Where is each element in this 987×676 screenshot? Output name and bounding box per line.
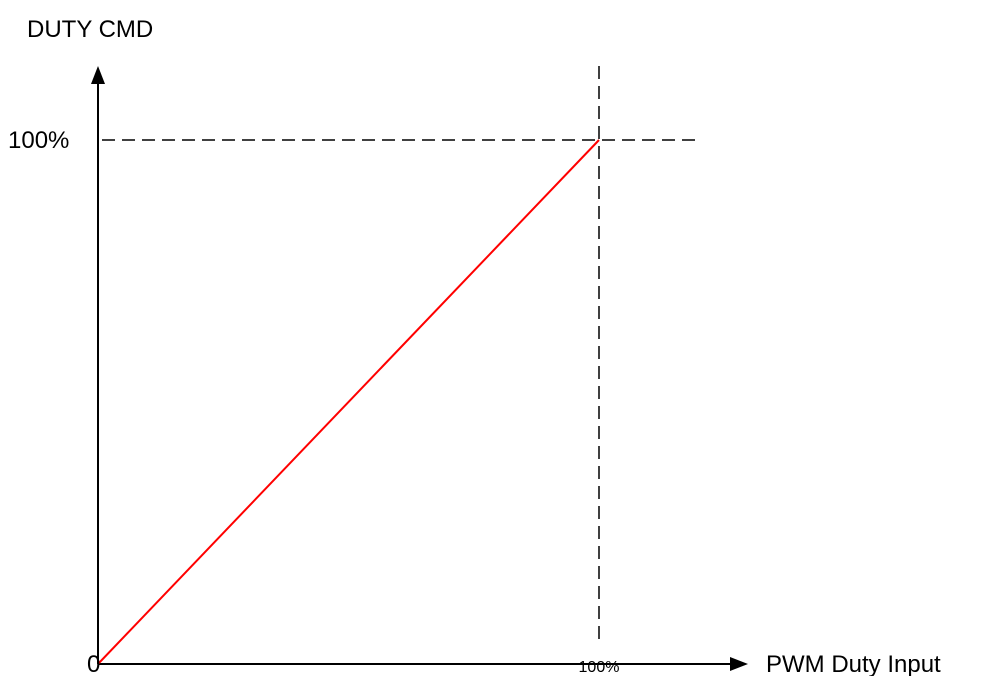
- y-axis-arrow: [91, 66, 105, 84]
- series-line: [97, 139, 600, 665]
- origin-label: 0: [87, 651, 100, 676]
- x-axis-label: PWM Duty Input: [766, 651, 941, 676]
- x-axis-arrow: [730, 657, 748, 671]
- y-axis-label: DUTY CMD: [27, 16, 153, 43]
- x-tick-label: 100%: [579, 659, 620, 676]
- y-tick-label: 100%: [8, 127, 69, 154]
